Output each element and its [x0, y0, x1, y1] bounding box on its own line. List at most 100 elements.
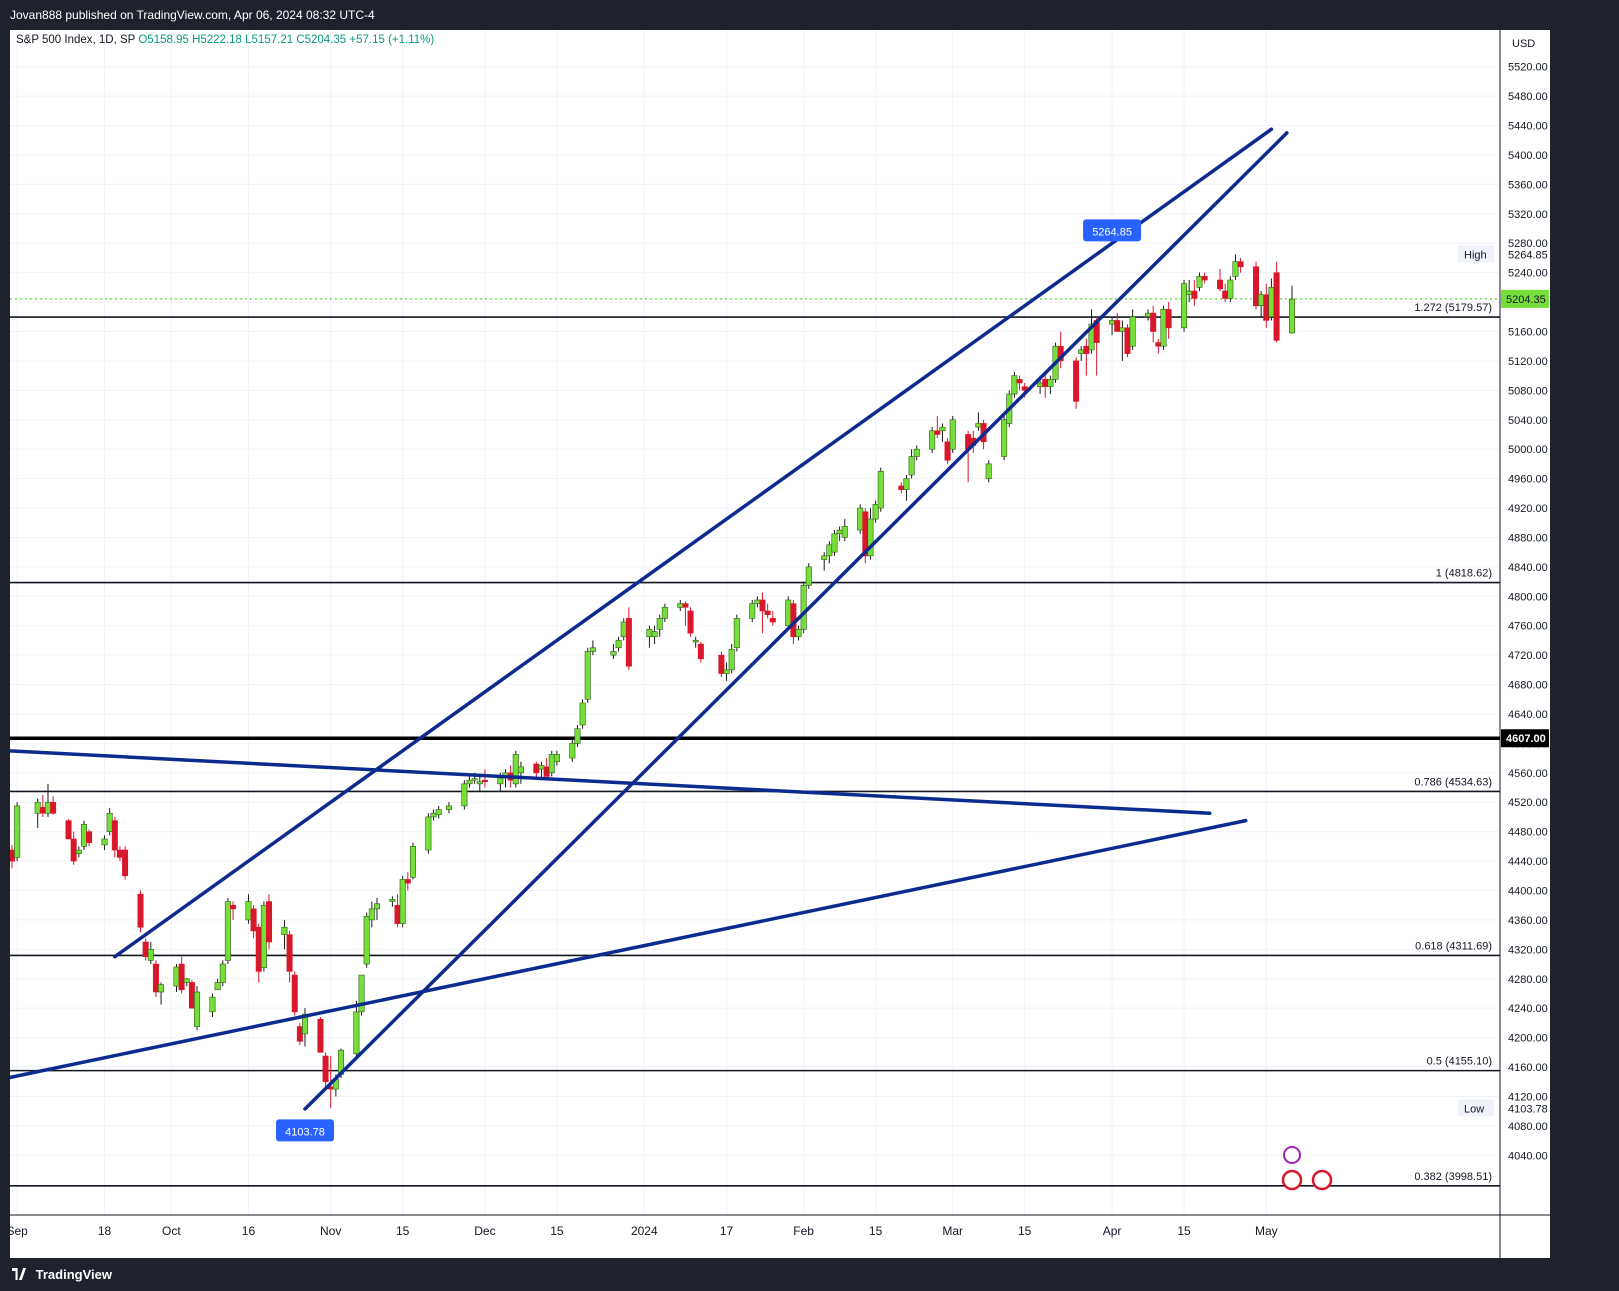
candle-body: [39, 807, 46, 814]
candle: [826, 541, 833, 564]
candle: [214, 978, 221, 991]
candle-body: [759, 599, 766, 612]
candle-body: [975, 423, 982, 428]
candle: [430, 809, 437, 821]
candle-body: [538, 765, 545, 770]
candle: [656, 614, 663, 637]
low-callout-text: 4103.78: [285, 1126, 325, 1138]
candle-body: [548, 754, 555, 774]
candle-body: [1119, 327, 1126, 332]
candle-body: [497, 777, 504, 785]
candle: [723, 662, 730, 681]
candle: [255, 923, 262, 983]
price-tick-label: 4400.00: [1508, 886, 1548, 898]
us-event-icon: [1281, 1169, 1303, 1191]
legend-open: O5158.95: [138, 34, 189, 46]
price-tick-label: 5240.00: [1508, 268, 1548, 280]
candle: [1227, 276, 1234, 303]
candle: [1088, 309, 1095, 354]
candle-body: [857, 507, 864, 531]
candle: [1237, 257, 1244, 273]
price-tick-label: 5000.00: [1508, 444, 1548, 456]
candle-body: [733, 618, 740, 649]
candle-body: [718, 654, 725, 674]
candle: [1160, 305, 1167, 350]
fib-level-label: 0.5 (4155.10): [1427, 1056, 1492, 1068]
candle: [1253, 261, 1260, 310]
candle-body: [831, 533, 838, 553]
tradingview-logo[interactable]: TradingView: [12, 1267, 112, 1282]
candle-body: [322, 1055, 329, 1083]
candle: [245, 894, 252, 924]
time-tick-label: 15: [1177, 1224, 1191, 1238]
candle-body: [10, 849, 16, 862]
price-tick-label: 4880.00: [1508, 532, 1548, 544]
candle-body: [1011, 375, 1018, 395]
candle-body: [687, 610, 694, 634]
candle: [106, 808, 113, 836]
candle: [831, 530, 838, 556]
candle: [903, 474, 910, 501]
candle: [1196, 272, 1203, 292]
time-tick-label: Nov: [320, 1224, 341, 1238]
candle: [101, 835, 108, 851]
high-tag-text: High: [1464, 249, 1487, 261]
candle: [805, 563, 812, 589]
candle: [476, 776, 483, 792]
chart-svg[interactable]: 4040.00 4080.00 4120.00 4160.00 4200.00 4240.…: [10, 30, 1550, 1258]
candle: [373, 897, 380, 920]
candle: [322, 1052, 329, 1090]
candle: [461, 780, 468, 810]
candle: [867, 508, 874, 560]
candle: [1258, 291, 1265, 317]
candle-body: [75, 849, 82, 855]
candle-body: [929, 430, 936, 450]
candle-body: [1273, 272, 1280, 341]
candle: [466, 776, 473, 788]
candle: [949, 416, 956, 453]
candle: [363, 912, 370, 968]
candle: [152, 960, 159, 998]
candle: [358, 974, 365, 1016]
high-price-label: 5264.85: [1508, 249, 1548, 261]
time-tick-label: 16: [242, 1224, 256, 1238]
candle-body: [302, 1013, 309, 1035]
candle: [898, 482, 905, 494]
tradingview-icon: [12, 1268, 26, 1280]
candle-body: [785, 599, 792, 627]
candle-body: [1155, 342, 1162, 347]
trendline: [113, 127, 1274, 959]
candle-body: [1181, 283, 1188, 329]
candle-body: [106, 812, 113, 832]
candle-body: [1083, 345, 1090, 354]
candle: [445, 802, 452, 814]
price-tick-label: 5440.00: [1508, 121, 1548, 133]
candle: [1232, 254, 1239, 281]
candle: [913, 445, 920, 461]
candle: [1057, 331, 1064, 369]
candle-body: [230, 904, 237, 910]
candle-body: [517, 766, 524, 774]
candle: [80, 820, 87, 851]
candle: [188, 980, 195, 1009]
candle-body: [65, 820, 72, 840]
candle-body: [646, 629, 653, 638]
fib-level-label: 0.382 (3998.51): [1414, 1171, 1492, 1183]
chart-area[interactable]: 4040.00 4080.00 4120.00 4160.00 4200.00 4240.…: [10, 30, 1550, 1258]
candle-body: [903, 478, 910, 490]
candle: [975, 412, 982, 431]
candle: [65, 819, 72, 840]
price-tick-label: 5360.00: [1508, 179, 1548, 191]
candle-body: [178, 963, 185, 991]
candle-body: [399, 879, 406, 924]
price-tick-label: 4160.00: [1508, 1062, 1548, 1074]
candle: [579, 699, 586, 729]
time-tick-label: Mar: [942, 1224, 963, 1238]
candle-body: [682, 603, 689, 608]
candle: [1273, 261, 1280, 343]
price-axis: [1500, 30, 1550, 1215]
candle-body: [286, 934, 293, 972]
candle-body: [281, 926, 288, 935]
candle-body: [101, 838, 108, 846]
candle-body: [476, 781, 483, 785]
